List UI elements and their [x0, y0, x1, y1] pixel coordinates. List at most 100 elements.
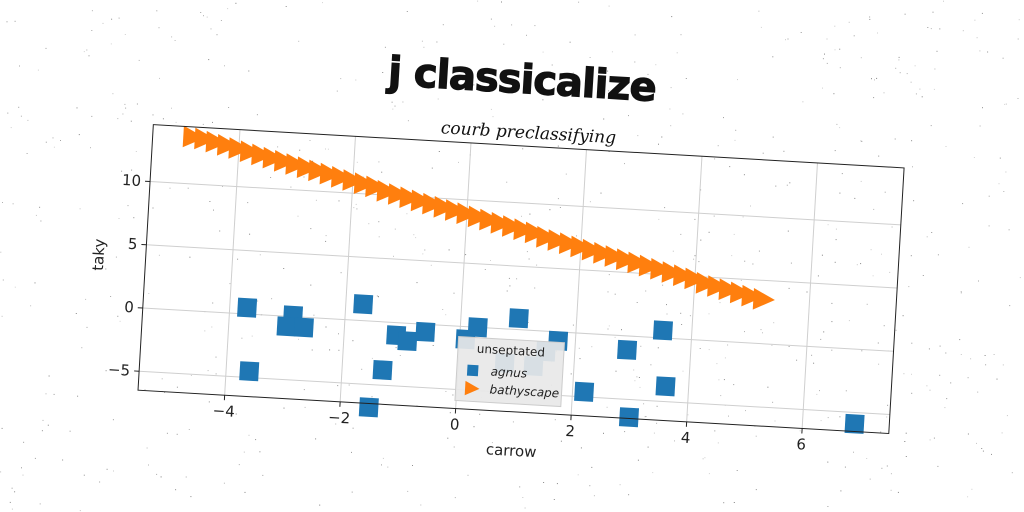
- y-grid-line: [142, 307, 894, 352]
- legend-marker-bathyscape: [464, 380, 480, 396]
- data-point-agnus: [844, 413, 865, 434]
- data-point-bathyscape: [353, 172, 376, 194]
- y-tick-label: −5: [108, 360, 131, 379]
- data-point-bathyscape: [342, 169, 365, 191]
- data-point-bathyscape: [444, 199, 468, 221]
- data-point-bathyscape: [695, 272, 718, 294]
- data-point-agnus: [652, 320, 673, 341]
- data-point-agnus: [276, 316, 297, 337]
- data-point-agnus: [397, 330, 418, 352]
- data-point-bathyscape: [593, 242, 616, 264]
- data-point-bathyscape: [239, 140, 262, 163]
- data-point-bathyscape: [262, 146, 285, 169]
- data-point-agnus: [618, 407, 640, 428]
- data-point-agnus: [415, 321, 436, 342]
- y-grid-line: [146, 244, 898, 289]
- data-point-agnus: [372, 360, 393, 381]
- data-point-bathyscape: [729, 281, 753, 304]
- data-point-bathyscape: [330, 166, 354, 188]
- data-point-bathyscape: [251, 143, 274, 166]
- legend-title: unseptated: [476, 342, 545, 360]
- legend: unseptated agnus bathyscape: [454, 336, 565, 408]
- x-tick-label: 0: [449, 415, 460, 434]
- data-point-bathyscape: [433, 196, 456, 218]
- axis-ticks: −4 −2 0 2 4 6 −5 0 5 10: [108, 171, 807, 454]
- data-point-bathyscape: [376, 180, 399, 202]
- x-grid-line: [686, 156, 703, 422]
- legend-square-icon: [466, 364, 479, 377]
- y-axis-label: taky: [89, 238, 109, 271]
- data-point-bathyscape: [194, 127, 217, 150]
- x-tick-label: −2: [328, 408, 351, 427]
- data-point-bathyscape: [741, 284, 764, 307]
- legend-label-bathyscape: bathyscape: [489, 382, 559, 400]
- data-point-agnus: [293, 317, 314, 338]
- legend-marker-agnus: [466, 364, 479, 377]
- data-point-bathyscape: [684, 267, 707, 290]
- data-point-bathyscape: [273, 150, 297, 172]
- data-point-bathyscape: [216, 134, 240, 156]
- data-point-bathyscape: [718, 278, 741, 300]
- y-grid-line: [150, 181, 901, 226]
- y-tick-label: 10: [121, 171, 141, 190]
- plot-group: courb preclassifying −4 −2 0 2 4 6 −5 0 5 10 carr…: [89, 118, 905, 461]
- data-point-bathyscape: [513, 218, 536, 240]
- series-bathyscape: [182, 125, 775, 310]
- data-point-bathyscape: [285, 153, 308, 175]
- chart-subtitle: courb preclassifying: [440, 118, 616, 148]
- data-point-agnus: [467, 317, 488, 338]
- x-grid-line: [570, 149, 587, 416]
- legend-label-agnus: agnus: [490, 364, 527, 380]
- data-point-bathyscape: [422, 192, 445, 215]
- y-tick-label: 0: [124, 298, 135, 317]
- data-point-bathyscape: [627, 251, 650, 274]
- data-point-bathyscape: [570, 235, 593, 258]
- data-point-bathyscape: [752, 288, 775, 310]
- data-point-bathyscape: [399, 186, 422, 209]
- data-point-agnus: [574, 381, 595, 402]
- data-point-bathyscape: [536, 226, 559, 248]
- x-grid-line: [224, 129, 241, 396]
- data-point-bathyscape: [524, 221, 547, 244]
- data-point-bathyscape: [479, 208, 502, 231]
- data-point-bathyscape: [650, 257, 673, 280]
- plot-frame: [137, 124, 905, 435]
- data-point-bathyscape: [456, 202, 479, 224]
- data-point-bathyscape: [581, 238, 604, 261]
- data-point-bathyscape: [707, 275, 730, 297]
- data-point-bathyscape: [615, 248, 639, 270]
- data-point-agnus: [508, 308, 529, 329]
- data-point-agnus: [617, 339, 638, 360]
- x-tick-label: 4: [680, 429, 691, 448]
- legend-box: [454, 336, 565, 408]
- data-point-agnus: [353, 294, 374, 315]
- data-point-bathyscape: [604, 245, 627, 267]
- data-point-bathyscape: [547, 229, 570, 251]
- data-point-bathyscape: [661, 261, 684, 283]
- data-point-agnus: [239, 361, 260, 382]
- data-point-bathyscape: [467, 205, 490, 228]
- data-point-bathyscape: [182, 125, 205, 148]
- data-point-bathyscape: [319, 162, 342, 185]
- y-tick-label: 5: [127, 235, 138, 254]
- x-grid-line: [801, 162, 818, 429]
- data-point-bathyscape: [228, 137, 251, 159]
- data-point-bathyscape: [501, 215, 525, 237]
- grid: [139, 129, 901, 429]
- data-point-agnus: [655, 376, 676, 397]
- x-tick-label: 2: [565, 422, 576, 441]
- title-group: j classicalize: [384, 48, 657, 112]
- data-point-agnus: [358, 397, 379, 418]
- data-point-bathyscape: [558, 232, 582, 254]
- data-point-bathyscape: [308, 159, 331, 182]
- data-point-bathyscape: [672, 264, 696, 286]
- chart-title: j classicalize: [385, 49, 657, 111]
- data-point-bathyscape: [387, 183, 411, 205]
- x-tick-label: −4: [212, 402, 235, 421]
- data-point-bathyscape: [205, 130, 228, 153]
- x-axis-label: carrow: [485, 440, 537, 461]
- data-point-agnus: [237, 297, 258, 318]
- data-point-bathyscape: [410, 189, 433, 212]
